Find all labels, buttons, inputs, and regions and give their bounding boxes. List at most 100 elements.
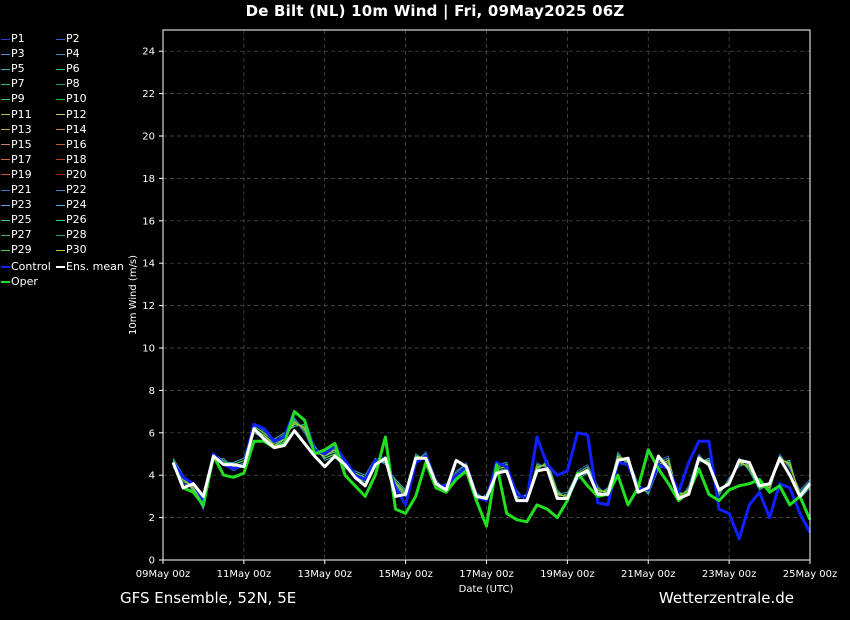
legend-swatch <box>1 265 10 268</box>
legend-label: P21 <box>11 183 32 196</box>
legend-item: P11 <box>1 107 32 122</box>
legend-label: P6 <box>66 62 80 76</box>
legend-label: P5 <box>11 62 25 76</box>
legend-label: P7 <box>11 77 25 91</box>
legend-item: Oper <box>1 274 38 289</box>
grid <box>163 30 810 560</box>
legend-item: P30 <box>56 242 87 257</box>
legend-label: P19 <box>11 167 32 181</box>
legend-item: P28 <box>56 227 87 242</box>
legend-swatch <box>56 83 65 85</box>
legend-item: P10 <box>56 91 87 106</box>
legend-label: P20 <box>66 167 87 181</box>
legend-item: P29 <box>1 242 32 257</box>
legend-swatch <box>56 129 65 131</box>
y-tick-label: 2 <box>149 513 155 524</box>
legend-swatch <box>56 174 65 176</box>
legend-label: P2 <box>66 32 80 45</box>
x-tick-label: 21May 00z <box>621 569 676 580</box>
legend-swatch <box>1 38 10 40</box>
legend-label: P28 <box>66 228 87 242</box>
legend-item: P21 <box>1 182 32 197</box>
legend-swatch <box>1 174 10 176</box>
x-tick-label: 19May 00z <box>540 569 595 580</box>
legend-swatch <box>56 159 65 161</box>
series-layer <box>171 410 812 541</box>
legend-label: P16 <box>66 137 87 151</box>
y-tick-label: 6 <box>149 428 155 439</box>
legend-swatch <box>56 38 65 40</box>
legend-label: P25 <box>11 213 32 227</box>
y-axis-label: 10m Wind (m/s) <box>128 255 139 335</box>
y-tick-label: 18 <box>142 174 155 185</box>
legend-label: P30 <box>66 243 87 257</box>
site-credit: Wetterzentrale.de <box>658 589 794 607</box>
legend-swatch <box>56 219 65 221</box>
legend-swatch <box>1 219 10 221</box>
legend-swatch <box>56 98 65 100</box>
legend-swatch <box>1 83 10 85</box>
legend-swatch <box>1 114 10 115</box>
legend-item: P1 <box>1 31 25 46</box>
x-ticks: 09May 00z 11May 00z 13May 00z 15May 00z 17Ma… <box>136 560 838 580</box>
legend-label: P15 <box>11 137 32 151</box>
legend-swatch <box>56 189 65 191</box>
legend-label: P27 <box>11 228 32 242</box>
x-axis-label: Date (UTC) <box>459 584 514 595</box>
legend-label: P4 <box>66 47 80 61</box>
legend-swatch <box>1 204 10 206</box>
series-line-ens-mean <box>171 427 812 503</box>
legend-item: P26 <box>56 212 87 227</box>
legend-item: P17 <box>1 152 32 167</box>
legend-label: P1 <box>11 32 25 45</box>
legend-item: P5 <box>1 61 25 76</box>
x-tick-label: 17May 00z <box>459 569 514 580</box>
legend-swatch <box>56 265 65 268</box>
legend-label: P22 <box>66 183 87 196</box>
legend-item: P3 <box>1 46 25 61</box>
legend-label: P12 <box>66 107 87 121</box>
model-caption: GFS Ensemble, 52N, 5E <box>120 589 297 607</box>
legend-swatch <box>56 234 65 236</box>
y-tick-label: 24 <box>142 47 155 58</box>
legend-swatch <box>56 114 65 115</box>
legend-label: P29 <box>11 243 32 257</box>
legend-swatch <box>1 159 10 161</box>
x-tick-label: 11May 00z <box>217 569 272 580</box>
legend-swatch <box>56 144 65 146</box>
legend-label: P24 <box>66 198 87 212</box>
legend-item: P13 <box>1 122 32 137</box>
legend-item: P8 <box>56 76 80 91</box>
legend-item: P6 <box>56 61 80 76</box>
legend-label: Oper <box>11 274 38 288</box>
legend-label: P26 <box>66 213 87 227</box>
y-tick-label: 14 <box>142 259 155 270</box>
y-tick-label: 8 <box>149 386 155 397</box>
legend-item: P22 <box>56 182 87 197</box>
legend-label: P11 <box>11 107 32 121</box>
legend-label: Ens. mean <box>66 259 124 273</box>
legend-item: P9 <box>1 91 25 106</box>
y-tick-label: 22 <box>142 89 155 100</box>
chart-title: De Bilt (NL) 10m Wind | Fri, 09May2025 0… <box>245 2 625 20</box>
legend-item: P18 <box>56 152 87 167</box>
legend-item: P25 <box>1 212 32 227</box>
legend-swatch <box>1 234 10 236</box>
legend-label: P3 <box>11 47 25 61</box>
x-tick-label: 09May 00z <box>136 569 191 580</box>
legend-swatch <box>1 129 10 131</box>
legend-swatch <box>56 53 65 55</box>
legend-item: P15 <box>1 137 32 152</box>
legend-swatch <box>1 53 10 55</box>
legend-item: P2 <box>56 31 80 46</box>
y-tick-label: 20 <box>142 132 155 143</box>
legend-swatch <box>1 98 10 100</box>
legend-item: P20 <box>56 167 87 182</box>
legend-item: P24 <box>56 197 87 212</box>
x-tick-label: 25May 00z <box>783 569 838 580</box>
legend-item: Ens. mean <box>56 259 124 274</box>
y-tick-label: 4 <box>149 471 155 482</box>
legend-swatch <box>1 144 10 146</box>
legend-item: P19 <box>1 167 32 182</box>
